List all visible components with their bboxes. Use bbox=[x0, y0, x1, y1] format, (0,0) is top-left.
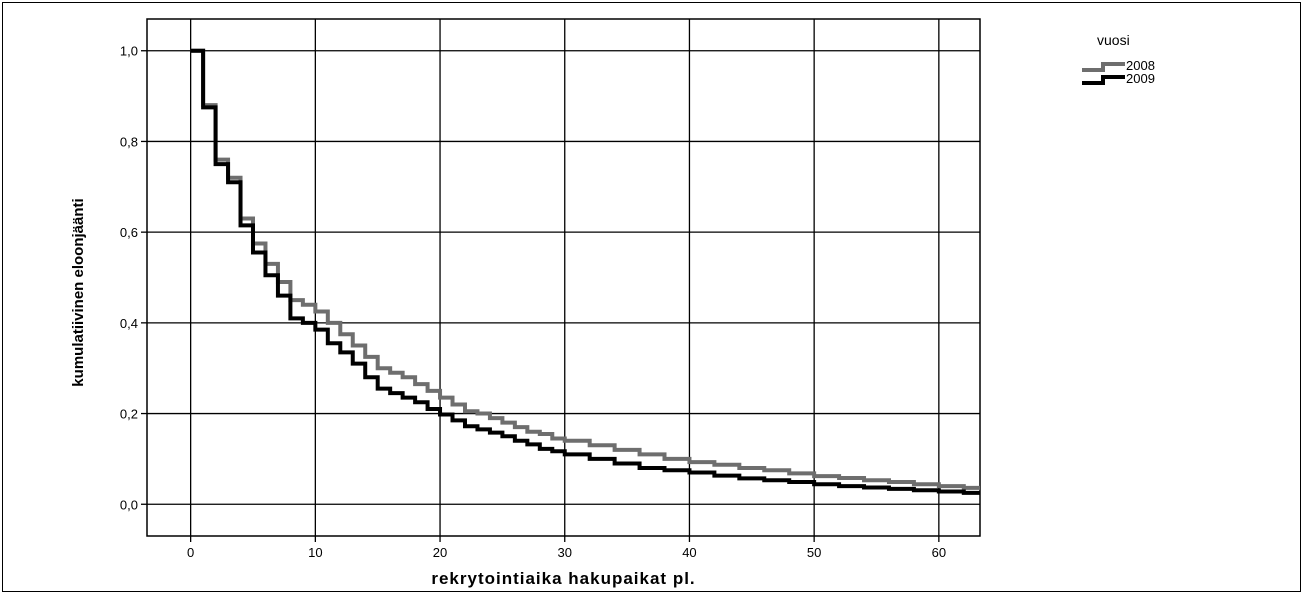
y-tick-label: 1,0 bbox=[120, 44, 138, 59]
legend-item-2008: 2008 bbox=[1082, 58, 1155, 73]
legend-item-2009: 2009 bbox=[1082, 71, 1155, 86]
x-tick-label: 0 bbox=[187, 545, 194, 560]
x-tick-label: 10 bbox=[308, 545, 322, 560]
y-tick-label: 0,2 bbox=[120, 407, 138, 422]
legend-swatch bbox=[1082, 62, 1125, 72]
legend-label: 2008 bbox=[1126, 58, 1155, 73]
x-axis: 0 10 20 30 40 50 60 bbox=[187, 536, 946, 560]
y-tick-label: 0,8 bbox=[120, 134, 138, 149]
x-tick-label: 50 bbox=[807, 545, 821, 560]
series-line-2009 bbox=[190, 48, 980, 495]
y-tick-label: 0,0 bbox=[120, 497, 138, 512]
x-tick-label: 30 bbox=[558, 545, 572, 560]
x-tick-label: 60 bbox=[932, 545, 946, 560]
legend-title: vuosi bbox=[1097, 32, 1130, 48]
x-tick-label: 40 bbox=[682, 545, 696, 560]
y-axis: 0,0 0,2 0,4 0,6 0,8 1,0 bbox=[120, 44, 147, 512]
legend-label: 2009 bbox=[1126, 71, 1155, 86]
legend-swatch bbox=[1082, 75, 1125, 85]
series-line-2008 bbox=[190, 48, 980, 490]
y-axis-label: kumulatiivinen eloonjäänti bbox=[70, 198, 87, 386]
x-axis-label: rekrytointiaika hakupaikat pl. bbox=[431, 569, 695, 588]
y-tick-label: 0,6 bbox=[120, 225, 138, 240]
series-layer bbox=[190, 48, 980, 495]
x-tick-label: 20 bbox=[433, 545, 447, 560]
plot-area bbox=[146, 18, 981, 537]
y-tick-label: 0,4 bbox=[120, 316, 138, 331]
